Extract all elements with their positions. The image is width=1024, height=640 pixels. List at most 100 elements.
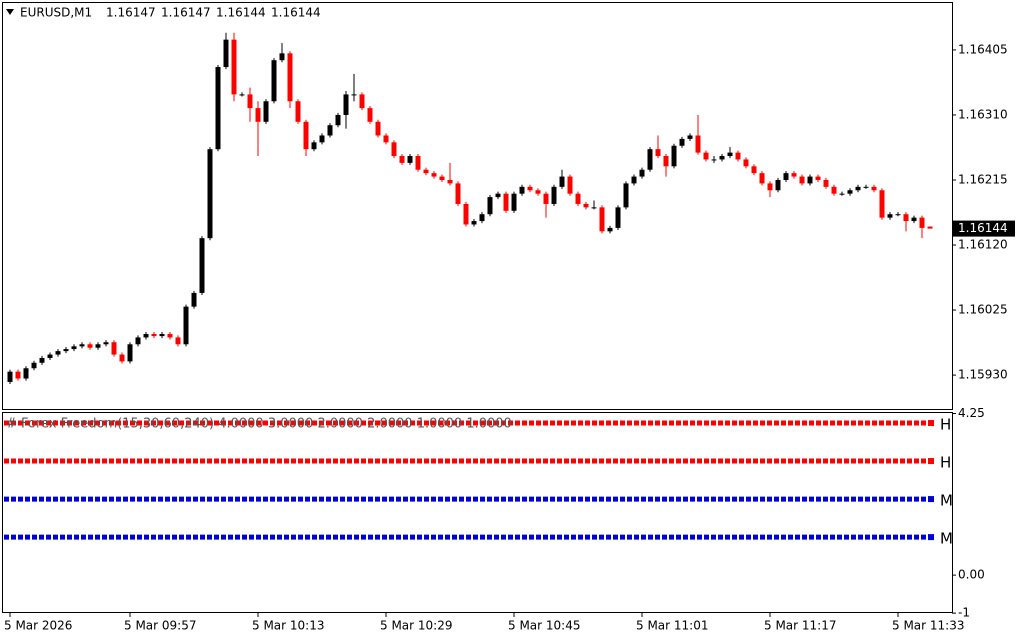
candle-body: [671, 145, 677, 167]
level-marker: [928, 458, 934, 465]
x-tick-label: 5 Mar 2026: [4, 619, 72, 633]
candle-body: [807, 176, 813, 184]
candle-body: [631, 176, 637, 184]
candle-body: [143, 334, 149, 338]
header-close: 1.16144: [271, 6, 321, 20]
candle-body: [487, 197, 493, 215]
candle-body: [223, 39, 229, 68]
candle-body: [399, 156, 405, 163]
candle-body: [559, 176, 565, 187]
y-tick-label: 1.16025: [958, 303, 1008, 317]
candle-body: [447, 179, 453, 184]
candle-body: [871, 186, 877, 191]
candle-body: [71, 346, 77, 350]
candle-body: [31, 362, 37, 369]
candle-body: [551, 186, 557, 204]
candle-body: [583, 203, 589, 208]
candle-body: [727, 152, 733, 157]
candle-body: [263, 101, 269, 122]
y-tick-label: 0.00: [958, 568, 985, 582]
candle-body: [175, 337, 181, 345]
candle-body: [319, 135, 325, 143]
candle-body: [831, 186, 837, 194]
candle-body: [879, 190, 885, 218]
candle-body: [359, 94, 365, 109]
candle-body: [39, 357, 45, 363]
y-tick-label: -1: [958, 606, 970, 620]
candle-body: [103, 342, 109, 345]
level-name: H: [940, 454, 951, 472]
header-high: 1.16147: [161, 6, 211, 20]
menu-arrow[interactable]: [6, 9, 14, 15]
candle-body: [455, 183, 461, 204]
candle-body: [575, 193, 581, 204]
candle-body: [839, 193, 845, 195]
candle-body: [199, 238, 205, 293]
candle-body: [7, 371, 13, 382]
candle-body: [471, 221, 477, 225]
candle-body: [639, 169, 645, 177]
candle-body: [439, 176, 445, 180]
candle-body: [383, 135, 389, 143]
y-tick-label: 4.25: [958, 406, 985, 420]
x-tick-label: 5 Mar 11:01: [636, 619, 709, 633]
candle-body: [687, 135, 693, 139]
candle-body: [535, 190, 541, 194]
x-tick-label: 5 Mar 09:57: [124, 619, 197, 633]
candle-body: [711, 159, 717, 161]
candle-body: [655, 149, 661, 157]
x-tick-label: 5 Mar 11:33: [892, 619, 965, 633]
candle-body: [279, 53, 285, 61]
candle-body: [695, 135, 701, 153]
candle-body: [719, 156, 725, 160]
candle-body: [759, 173, 765, 184]
candle-body: [119, 354, 125, 362]
candle-body: [527, 186, 533, 191]
candle-body: [367, 108, 373, 122]
candle-body: [87, 344, 93, 348]
candle-body: [855, 186, 861, 191]
candle-body: [231, 39, 237, 95]
candle-body: [783, 173, 789, 180]
x-tick-label: 5 Mar 11:17: [764, 619, 837, 633]
last-price-label: 1.16144: [958, 221, 1008, 235]
candle-body: [623, 183, 629, 208]
main-frame: [2, 2, 953, 410]
indicator-frame: [2, 412, 953, 613]
candle-body: [79, 344, 85, 347]
x-tick-label: 5 Mar 10:45: [508, 619, 581, 633]
candle-body: [191, 292, 197, 307]
last-price-box: [953, 220, 1015, 237]
candle-body: [615, 207, 621, 228]
candle-body: [863, 186, 869, 188]
candle-body: [647, 149, 653, 170]
candle-body: [463, 203, 469, 225]
candle-body: [271, 60, 277, 102]
candle-body: [239, 94, 245, 96]
candle-body: [919, 217, 925, 228]
candle-body: [895, 214, 901, 216]
candle-body: [903, 214, 909, 222]
candle-body: [63, 349, 69, 352]
candle-body: [495, 193, 501, 198]
candle-body: [775, 179, 781, 191]
candle-body: [111, 342, 117, 355]
candle-body: [927, 226, 933, 229]
candle-body: [791, 173, 797, 177]
candle-body: [127, 344, 133, 362]
candle-body: [735, 152, 741, 160]
candle-body: [847, 190, 853, 194]
x-tick-label: 5 Mar 10:29: [380, 619, 453, 633]
candle-body: [343, 94, 349, 115]
level-marker: [928, 496, 934, 503]
candle-body: [255, 108, 261, 122]
candle-body: [679, 138, 685, 146]
candle-body: [351, 94, 357, 96]
candle-body: [511, 193, 517, 211]
candle-body: [479, 214, 485, 222]
candle-body: [423, 169, 429, 174]
level-name: M: [940, 492, 953, 510]
candle-body: [247, 94, 253, 109]
candle-body: [311, 142, 317, 150]
candle-body: [887, 214, 893, 218]
